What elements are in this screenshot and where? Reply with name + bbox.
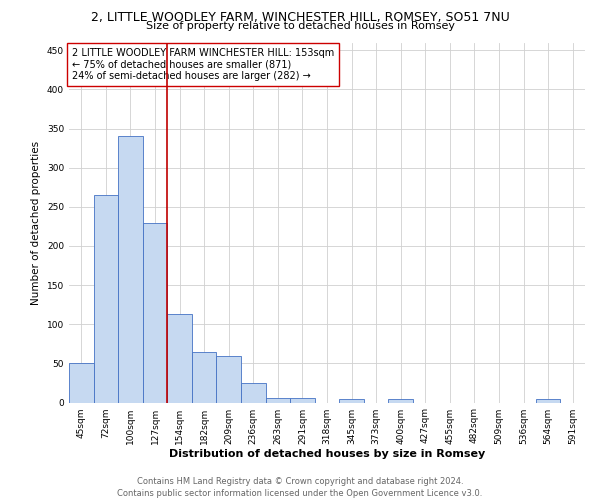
Bar [536, 400, 560, 402]
Y-axis label: Number of detached properties: Number of detached properties [31, 140, 41, 304]
Bar [339, 400, 364, 402]
X-axis label: Distribution of detached houses by size in Romsey: Distribution of detached houses by size … [169, 450, 485, 460]
Bar [118, 136, 143, 402]
Bar [290, 398, 315, 402]
Text: 2, LITTLE WOODLEY FARM, WINCHESTER HILL, ROMSEY, SO51 7NU: 2, LITTLE WOODLEY FARM, WINCHESTER HILL,… [91, 11, 509, 24]
Bar [167, 314, 192, 402]
Bar [217, 356, 241, 403]
Bar [192, 352, 217, 403]
Bar [266, 398, 290, 402]
Bar [143, 222, 167, 402]
Text: Contains HM Land Registry data © Crown copyright and database right 2024.
Contai: Contains HM Land Registry data © Crown c… [118, 476, 482, 498]
Text: 2 LITTLE WOODLEY FARM WINCHESTER HILL: 153sqm
← 75% of detached houses are small: 2 LITTLE WOODLEY FARM WINCHESTER HILL: 1… [71, 48, 334, 81]
Bar [69, 364, 94, 403]
Bar [388, 400, 413, 402]
Text: Size of property relative to detached houses in Romsey: Size of property relative to detached ho… [146, 21, 455, 31]
Bar [94, 195, 118, 402]
Bar [241, 383, 266, 402]
